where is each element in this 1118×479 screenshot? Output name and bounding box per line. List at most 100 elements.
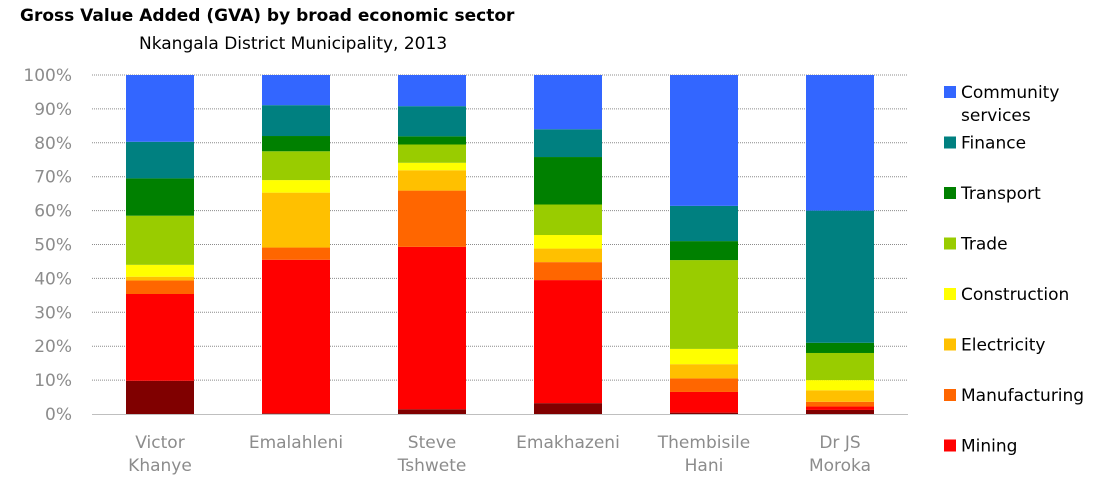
legend-label: Construction [961, 285, 1069, 305]
bar-segment [806, 342, 874, 353]
bar-segment [262, 75, 330, 106]
bar-segment [670, 391, 738, 413]
legend-swatch [944, 439, 956, 452]
bar-segment [670, 260, 738, 349]
legend-swatch [944, 338, 956, 351]
bar-segment [534, 248, 602, 263]
bar-segment [534, 235, 602, 249]
bar-segment [126, 380, 194, 414]
y-tick-label: 10% [34, 371, 72, 391]
bar-segment [806, 352, 874, 381]
bar-segment [670, 75, 738, 206]
bar-segment [806, 380, 874, 391]
bar-segment [398, 190, 466, 247]
bar-segment [398, 162, 466, 171]
y-axis: 0% 10% 20% 30% 40% 50% 60% 70% 80% 90% 100% [23, 66, 72, 425]
bar-segment [806, 409, 874, 414]
x-tick-label: Khanye [128, 456, 192, 476]
bar-segment [806, 210, 874, 343]
x-tick-label: Dr JS [819, 433, 860, 453]
bar-segment [534, 129, 602, 158]
bar-segment [126, 141, 194, 179]
x-tick-label: Hani [685, 456, 724, 476]
bar-segment [670, 364, 738, 379]
bar-segment [262, 151, 330, 181]
bar-segment [398, 75, 466, 107]
legend-swatch [944, 389, 956, 401]
bars [126, 75, 874, 414]
x-tick-label: Emalahleni [249, 433, 343, 453]
legend-label: Finance [961, 134, 1026, 154]
y-tick-label: 70% [34, 168, 72, 188]
bar-segment [262, 136, 330, 152]
bar-segment [534, 75, 602, 130]
bar-segment [670, 205, 738, 242]
bar-segment [398, 246, 466, 410]
legend-swatch [944, 86, 956, 98]
bar-segment [670, 378, 738, 392]
legend: Community services Finance Transport Trade Co… [944, 83, 1084, 457]
legend-label: Community [961, 83, 1059, 103]
bar-segment [126, 264, 194, 277]
legend-swatch [944, 187, 956, 199]
legend-swatch [944, 237, 956, 250]
bar-segment [262, 259, 330, 414]
legend-swatch [944, 288, 956, 300]
bar-segment [262, 180, 330, 193]
chart-title: Gross Value Added (GVA) by broad economi… [20, 6, 515, 26]
chart-subtitle: Nkangala District Municipality, 2013 [139, 34, 448, 54]
legend-label: Manufacturing [961, 386, 1084, 406]
bar-segment [806, 406, 874, 410]
bar-segment [262, 247, 330, 260]
legend-label: Trade [960, 235, 1008, 255]
bar-segment [398, 409, 466, 414]
legend-label: Electricity [961, 336, 1045, 356]
bar-segment [806, 401, 874, 407]
y-tick-label: 40% [34, 269, 72, 289]
bar-segment [126, 75, 194, 142]
y-tick-label: 0% [45, 405, 72, 425]
bar-segment [398, 136, 466, 145]
legend-label: Mining [961, 437, 1017, 457]
bar-segment [534, 262, 602, 281]
y-tick-label: 100% [23, 66, 72, 86]
bar-segment [806, 390, 874, 402]
legend-swatch [944, 136, 956, 149]
bar-segment [126, 178, 194, 216]
bar-segment [126, 215, 194, 265]
legend-label: services [961, 106, 1031, 126]
x-axis: Victor Khanye Emalahleni Steve Tshwete Emakha… [92, 414, 908, 476]
bar-segment [534, 157, 602, 205]
y-tick-label: 30% [34, 303, 72, 323]
bar-segment [126, 276, 194, 281]
bar-segment [806, 75, 874, 211]
y-tick-label: 80% [34, 134, 72, 154]
bar-segment [126, 293, 194, 381]
bar-segment [534, 280, 602, 404]
y-tick-label: 90% [34, 100, 72, 120]
bar-segment [398, 106, 466, 137]
bar-segment [670, 348, 738, 365]
bar-segment [670, 241, 738, 261]
bar-segment [534, 403, 602, 414]
x-tick-label: Steve [408, 433, 456, 453]
bar-segment [126, 280, 194, 294]
bar-segment [398, 144, 466, 163]
x-tick-label: Moroka [809, 456, 871, 476]
x-tick-label: Thembisile [657, 433, 750, 453]
bar-segment [670, 412, 738, 414]
bar-segment [262, 192, 330, 248]
bar-segment [262, 413, 330, 414]
gridlines [92, 74, 908, 381]
x-tick-label: Victor [135, 433, 184, 453]
bar-segment [534, 204, 602, 236]
y-tick-label: 50% [34, 236, 72, 256]
y-tick-label: 20% [34, 337, 72, 357]
x-tick-label: Emakhazeni [516, 433, 620, 453]
legend-label: Transport [960, 184, 1041, 204]
bar-segment [398, 170, 466, 191]
y-tick-label: 60% [34, 202, 72, 222]
x-tick-label: Tshwete [397, 456, 467, 476]
bar-segment [262, 105, 330, 137]
